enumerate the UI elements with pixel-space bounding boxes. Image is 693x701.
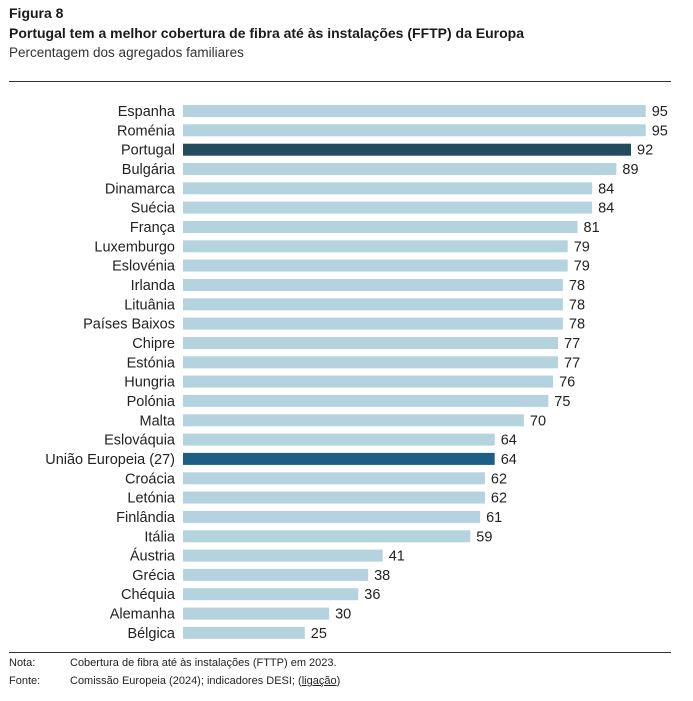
category-label: Países Baixos: [83, 317, 175, 333]
category-label: Bélgica: [127, 626, 175, 642]
bar: [183, 510, 481, 523]
value-label: 81: [584, 220, 600, 236]
bar: [183, 472, 485, 485]
note-row: Nota: Cobertura de fibra até às instalaçõ…: [9, 657, 337, 669]
bar: [183, 124, 646, 137]
bar: [183, 298, 563, 311]
bar-chart: Espanha 95 Roménia 95 Portugal 92 Bulgária 89 Di…: [45, 104, 668, 642]
value-label: 70: [530, 413, 546, 429]
bar: [183, 356, 558, 369]
category-label: Alemanha: [110, 607, 176, 623]
value-label: 64: [501, 433, 517, 449]
bar: [183, 491, 485, 504]
category-label: Letónia: [127, 491, 176, 507]
category-label: França: [130, 220, 176, 236]
bar: [183, 626, 305, 639]
bar: [183, 568, 369, 581]
category-label: Itália: [144, 529, 176, 545]
category-label: Suécia: [131, 201, 176, 217]
value-label: 38: [374, 568, 390, 584]
value-label: 64: [501, 452, 517, 468]
category-label: Lituânia: [124, 297, 176, 313]
bar: [183, 105, 646, 117]
bar: [183, 221, 578, 233]
value-label: 36: [364, 587, 380, 603]
value-label: 76: [559, 375, 575, 391]
bar: [183, 549, 383, 562]
category-label: Eslováquia: [104, 433, 176, 449]
category-label: União Europeia (27): [45, 452, 175, 468]
value-label: 75: [554, 394, 570, 410]
value-label: 41: [389, 549, 405, 565]
value-label: 30: [335, 607, 351, 623]
bar: [183, 240, 568, 253]
source-text-suffix: ): [336, 675, 341, 687]
value-label: 79: [574, 239, 590, 255]
value-label: 77: [564, 336, 580, 352]
category-label: Croácia: [125, 471, 176, 487]
bar: [183, 143, 631, 156]
category-label: Áustria: [130, 548, 176, 565]
category-label: Espanha: [118, 104, 176, 120]
bar: [183, 588, 359, 601]
value-label: 95: [652, 104, 668, 120]
bar: [183, 317, 563, 330]
note-text: Cobertura de fibra até às instalações (F…: [70, 657, 337, 669]
category-label: Estónia: [127, 355, 176, 371]
bar: [183, 607, 330, 620]
bar: [183, 433, 495, 446]
source-row: Fonte: Comissão Europeia (2024); indicado…: [9, 675, 340, 687]
value-label: 84: [598, 201, 614, 217]
source-key: Fonte:: [9, 675, 41, 687]
category-label: Eslovénia: [112, 259, 176, 275]
category-label: Chipre: [132, 336, 175, 352]
value-label: 62: [491, 471, 507, 487]
bar: [183, 182, 593, 195]
bar: [183, 452, 495, 465]
category-label: Finlândia: [116, 510, 176, 526]
chart-title: Portugal tem a melhor cobertura de fibra…: [9, 25, 525, 41]
value-label: 78: [569, 317, 585, 333]
category-label: Portugal: [121, 143, 175, 159]
value-label: 59: [476, 529, 492, 545]
bar: [183, 259, 568, 272]
category-label: Chéquia: [121, 587, 176, 603]
category-label: Roménia: [117, 123, 176, 139]
bar: [183, 530, 471, 543]
value-label: 78: [569, 297, 585, 313]
category-label: Irlanda: [131, 278, 176, 294]
bar: [183, 375, 554, 388]
category-label: Luxemburgo: [94, 239, 175, 255]
chart-subtitle: Percentagem dos agregados familiares: [9, 45, 244, 60]
category-label: Dinamarca: [105, 181, 176, 197]
category-label: Bulgária: [122, 162, 176, 178]
figure-label: Figura 8: [9, 5, 64, 21]
bar: [183, 414, 524, 427]
category-label: Grécia: [132, 568, 176, 584]
bar: [183, 394, 549, 407]
bar: [183, 279, 563, 291]
category-label: Hungria: [124, 375, 176, 391]
value-label: 78: [569, 278, 585, 294]
value-label: 77: [564, 355, 580, 371]
source-text: Comissão Europeia (2024); indicadores DE…: [70, 675, 302, 687]
value-label: 61: [486, 510, 502, 526]
bar: [183, 163, 617, 175]
bottom-divider: [9, 652, 671, 653]
value-label: 89: [622, 162, 638, 178]
value-label: 25: [311, 626, 327, 642]
bar: [183, 337, 558, 349]
category-label: Polónia: [127, 394, 176, 410]
note-key: Nota:: [9, 657, 36, 669]
source-link[interactable]: ligação: [301, 675, 337, 687]
bar: [183, 201, 593, 214]
value-label: 62: [491, 491, 507, 507]
value-label: 84: [598, 181, 614, 197]
value-label: 79: [574, 259, 590, 275]
category-label: Malta: [140, 413, 176, 429]
top-divider: [9, 81, 671, 82]
value-label: 92: [637, 143, 653, 159]
value-label: 95: [652, 123, 668, 139]
